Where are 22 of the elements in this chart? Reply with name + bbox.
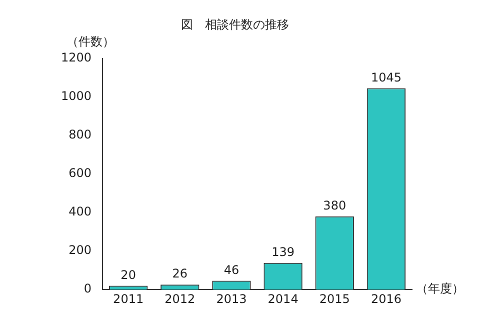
x-tick-label: 2015 <box>319 292 350 306</box>
y-tick-label: 200 <box>68 243 92 258</box>
chart-title: 図 相談件数の推移 <box>181 17 289 32</box>
data-label: 1045 <box>370 70 402 84</box>
data-label: 380 <box>323 198 346 213</box>
data-label: 26 <box>172 266 188 281</box>
y-axis-title: （件数） <box>66 34 115 49</box>
y-tick-label: 400 <box>68 204 92 219</box>
x-tick-label: 2013 <box>216 292 247 306</box>
y-tick-label: 600 <box>68 166 92 180</box>
data-label: 46 <box>224 262 240 277</box>
x-axis-title: （年度） <box>416 282 464 296</box>
y-tick-label: 0 <box>84 282 92 296</box>
x-tick-label: 2012 <box>164 292 196 306</box>
y-tick-label: 800 <box>68 128 92 142</box>
y-tick-label: 1200 <box>60 50 92 65</box>
data-label: 20 <box>120 268 136 282</box>
y-tick-label: 1000 <box>60 89 92 104</box>
data-label: 139 <box>272 244 295 259</box>
x-tick-label: 2014 <box>268 292 298 306</box>
x-tick-label: 2011 <box>113 292 144 306</box>
x-tick-label: 2016 <box>370 292 402 306</box>
